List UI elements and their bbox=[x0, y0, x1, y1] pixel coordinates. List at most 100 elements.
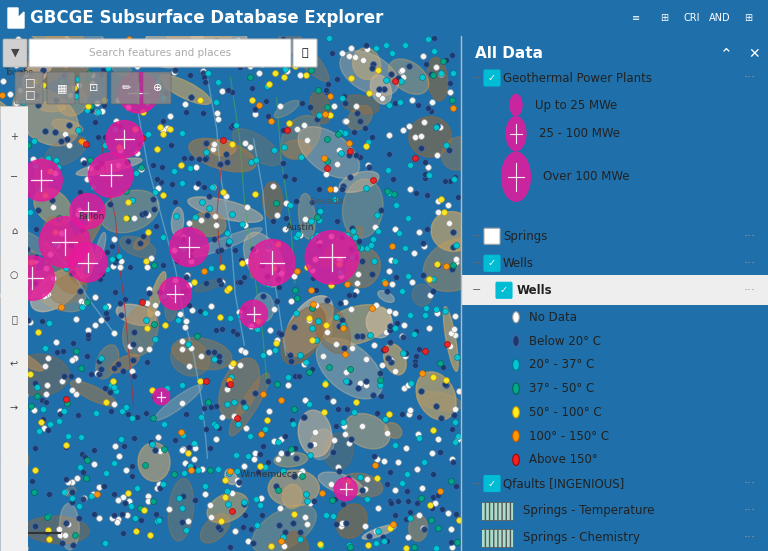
Point bbox=[334, 149, 346, 158]
Point bbox=[385, 499, 397, 507]
Point bbox=[312, 85, 324, 94]
Text: ⊞: ⊞ bbox=[744, 13, 752, 23]
Point bbox=[91, 99, 104, 107]
Point bbox=[108, 510, 121, 519]
Point bbox=[450, 509, 462, 518]
Point bbox=[310, 234, 323, 242]
Point bbox=[121, 214, 133, 223]
Point bbox=[371, 455, 383, 463]
Point bbox=[184, 71, 197, 79]
Point bbox=[134, 344, 147, 353]
Text: □
□: □ □ bbox=[25, 77, 35, 99]
Point bbox=[71, 376, 84, 385]
Point bbox=[415, 369, 428, 377]
Point bbox=[74, 463, 86, 472]
Point bbox=[100, 398, 112, 407]
Point bbox=[449, 172, 461, 181]
Point bbox=[65, 386, 78, 395]
Point bbox=[200, 309, 212, 318]
Text: GBCGE Subsurface Database Explorer: GBCGE Subsurface Database Explorer bbox=[30, 9, 383, 27]
Point bbox=[429, 305, 442, 314]
Point bbox=[25, 401, 37, 410]
Point bbox=[412, 100, 424, 109]
Point bbox=[349, 233, 362, 241]
Bar bbox=[461, 276, 768, 305]
Point bbox=[204, 301, 217, 310]
Point bbox=[51, 163, 64, 171]
FancyBboxPatch shape bbox=[29, 39, 291, 67]
Point bbox=[440, 141, 452, 149]
Point bbox=[4, 222, 16, 231]
Point bbox=[199, 78, 211, 87]
Point bbox=[59, 129, 71, 138]
Point bbox=[408, 330, 420, 339]
Point bbox=[389, 99, 401, 107]
Point bbox=[238, 138, 250, 147]
Point bbox=[143, 47, 155, 56]
Point bbox=[392, 457, 404, 466]
Point bbox=[66, 269, 78, 278]
Point bbox=[42, 41, 55, 50]
Point bbox=[416, 524, 429, 533]
Ellipse shape bbox=[65, 25, 105, 67]
Point bbox=[369, 538, 382, 547]
Point bbox=[97, 66, 109, 74]
Point bbox=[306, 234, 319, 242]
Text: ⊕: ⊕ bbox=[154, 83, 163, 93]
Point bbox=[85, 370, 98, 379]
Point bbox=[409, 361, 421, 370]
Point bbox=[170, 212, 183, 221]
Point bbox=[294, 71, 306, 79]
Point bbox=[150, 510, 162, 519]
Point bbox=[150, 54, 162, 63]
Point bbox=[301, 497, 313, 506]
Point bbox=[136, 134, 148, 143]
Point bbox=[255, 429, 267, 438]
Ellipse shape bbox=[347, 106, 372, 130]
Point bbox=[273, 328, 285, 337]
Point bbox=[263, 348, 275, 356]
Point bbox=[7, 484, 19, 493]
Point bbox=[0, 201, 12, 210]
Point bbox=[303, 314, 315, 323]
Ellipse shape bbox=[61, 213, 104, 272]
Point bbox=[324, 110, 336, 119]
Ellipse shape bbox=[324, 433, 353, 470]
Point bbox=[384, 326, 396, 334]
Point bbox=[421, 225, 433, 234]
Point bbox=[112, 251, 124, 260]
Point bbox=[28, 466, 41, 474]
Point bbox=[452, 435, 465, 444]
Point bbox=[194, 413, 207, 422]
Ellipse shape bbox=[5, 468, 25, 520]
Ellipse shape bbox=[416, 372, 456, 420]
Ellipse shape bbox=[513, 454, 519, 466]
Point bbox=[339, 99, 351, 107]
Point bbox=[336, 48, 348, 57]
Point bbox=[383, 410, 396, 419]
Point bbox=[123, 35, 135, 44]
Point bbox=[410, 352, 422, 361]
Point bbox=[318, 407, 330, 416]
Point bbox=[220, 192, 233, 201]
Point bbox=[19, 544, 31, 551]
Point bbox=[313, 216, 325, 225]
Point bbox=[363, 88, 376, 97]
Point bbox=[65, 488, 78, 497]
Text: ···: ··· bbox=[744, 257, 756, 270]
Point bbox=[369, 222, 381, 231]
Point bbox=[362, 532, 375, 541]
Text: ✏: ✏ bbox=[121, 83, 131, 93]
Point bbox=[174, 310, 187, 318]
Point bbox=[154, 484, 166, 493]
Point bbox=[120, 214, 132, 223]
Ellipse shape bbox=[0, 93, 23, 129]
Point bbox=[262, 111, 274, 120]
Point bbox=[145, 438, 157, 447]
Point bbox=[58, 70, 70, 79]
Point bbox=[357, 56, 369, 65]
Point bbox=[182, 516, 194, 525]
Point bbox=[112, 514, 124, 523]
Point bbox=[384, 338, 396, 347]
Point bbox=[220, 158, 233, 167]
